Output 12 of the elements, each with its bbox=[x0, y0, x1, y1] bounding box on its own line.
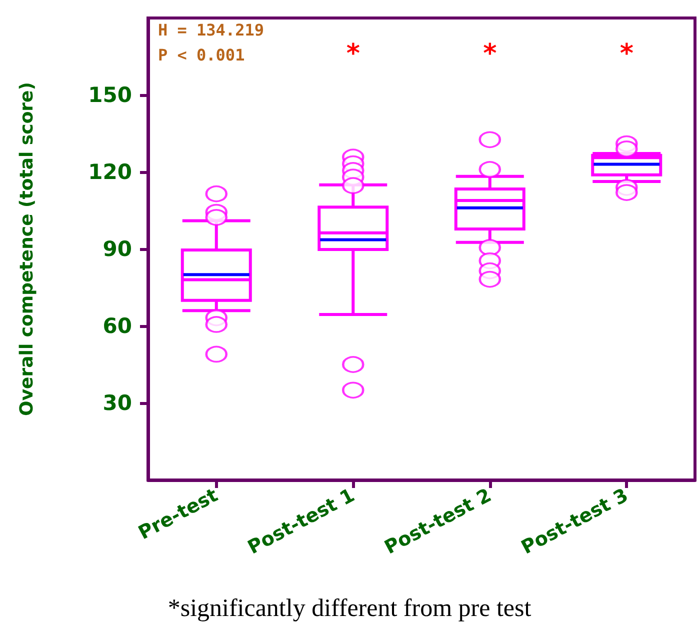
y-tick-label: 150 bbox=[88, 83, 132, 107]
y-tick-label: 30 bbox=[102, 391, 132, 415]
y-tick-label: 60 bbox=[102, 314, 132, 338]
y-tick-label: 90 bbox=[102, 237, 132, 261]
text: *significantly different from pre test bbox=[168, 595, 532, 622]
annotation: H = 134.219 bbox=[158, 20, 264, 40]
annotation: P < 0.001 bbox=[158, 46, 245, 64]
y-tick-label: 120 bbox=[88, 160, 132, 184]
annotation: * bbox=[483, 39, 498, 69]
annotation: * bbox=[620, 39, 634, 69]
y-axis-title: Overall competence (total score) bbox=[16, 82, 38, 416]
annotation: * bbox=[346, 39, 360, 69]
